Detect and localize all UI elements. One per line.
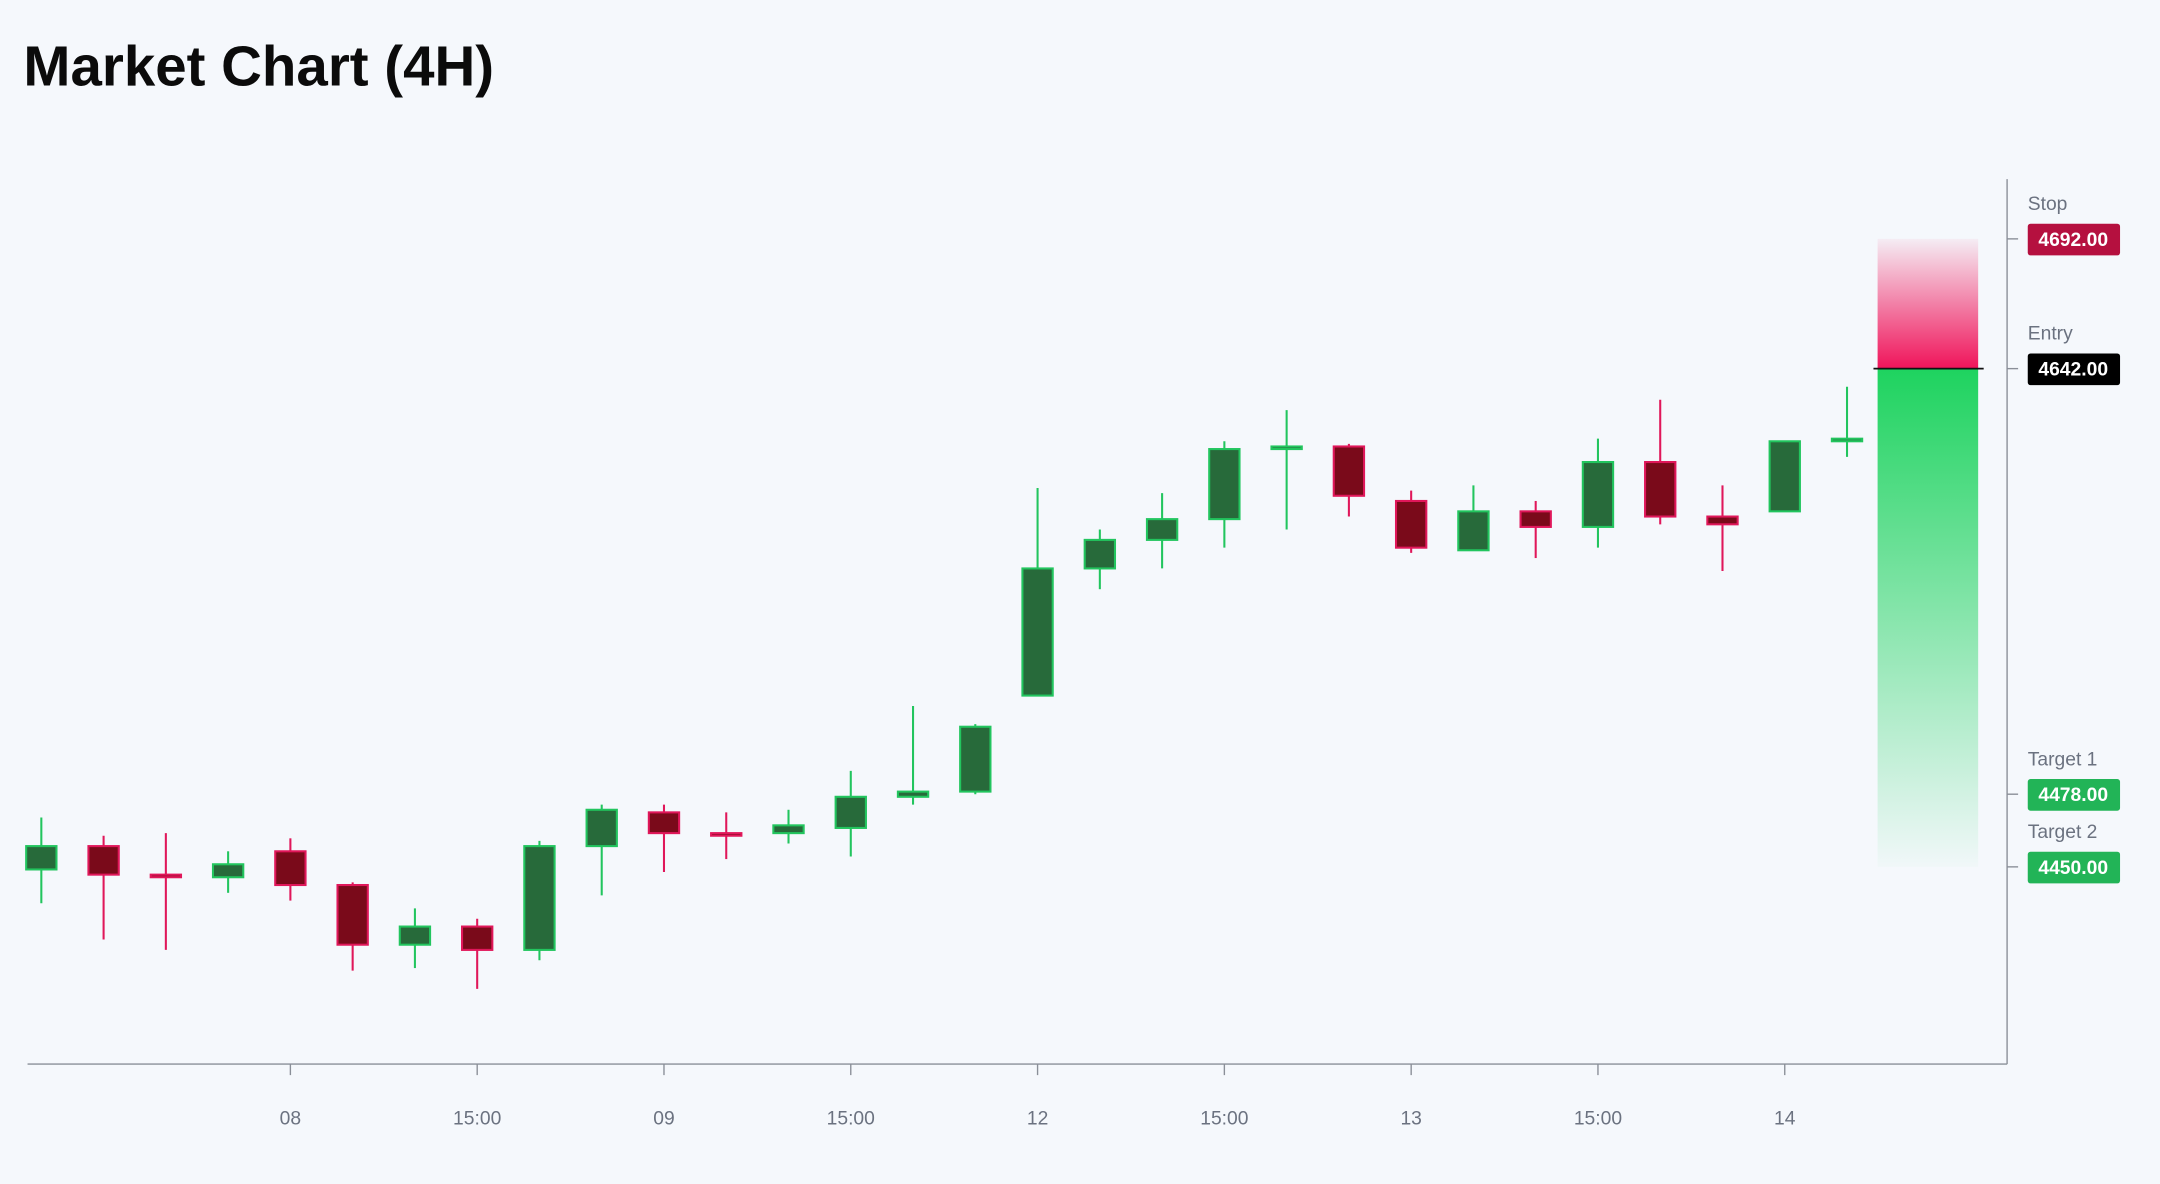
candle-body <box>1145 518 1179 541</box>
candle-body <box>1270 445 1303 451</box>
level-badge <box>2027 851 2121 884</box>
candle-body <box>647 811 681 835</box>
x-tick-label: 15:00 <box>1574 1109 1622 1130</box>
level-name: Target 2 <box>2028 822 2098 843</box>
candle-body <box>1457 510 1490 552</box>
candle-body <box>1644 461 1677 518</box>
level-value: 4450.00 <box>2038 858 2108 879</box>
candle-body <box>1830 437 1864 443</box>
candle-body <box>149 873 183 879</box>
level-value: 4642.00 <box>2038 360 2108 381</box>
candle-body <box>1208 448 1241 521</box>
candle-body <box>1394 499 1428 549</box>
level-value: 4692.00 <box>2038 230 2108 251</box>
x-tick-label: 12 <box>1027 1109 1048 1130</box>
candle-body <box>1519 510 1552 528</box>
candle-body <box>710 832 743 837</box>
candle-body <box>1021 567 1054 697</box>
candle-body <box>959 725 992 793</box>
candle-body <box>1581 461 1615 528</box>
x-tick-label: 15:00 <box>827 1109 875 1130</box>
x-tick-label: 15:00 <box>453 1109 501 1130</box>
candle-body <box>460 925 494 951</box>
candle-body <box>87 845 120 876</box>
candle-body <box>772 824 805 835</box>
x-tick-label: 14 <box>1774 1109 1796 1130</box>
candle-body <box>1332 445 1366 497</box>
target-zone <box>1877 368 1979 867</box>
candle-body <box>336 883 369 946</box>
candle-body <box>896 790 930 798</box>
candle-body <box>274 850 307 887</box>
x-tick-label: 09 <box>653 1109 674 1130</box>
x-tick-label: 15:00 <box>1200 1109 1248 1130</box>
candle-body <box>834 795 867 829</box>
candle-body <box>211 863 245 879</box>
level-badge <box>2027 353 2121 386</box>
candle-body <box>585 808 618 848</box>
level-badge <box>2027 223 2121 256</box>
level-value: 4478.00 <box>2038 785 2108 806</box>
level-name: Stop <box>2028 194 2068 215</box>
stop-zone <box>1877 238 1979 369</box>
level-badge <box>2027 779 2121 811</box>
candle-body <box>1768 440 1801 513</box>
candle-body <box>1083 538 1117 570</box>
candle-body <box>25 845 58 871</box>
level-name: Entry <box>2028 324 2073 345</box>
level-name: Target 1 <box>2028 749 2098 770</box>
chart-title: Market Chart (4H) <box>23 34 494 97</box>
x-tick-label: 13 <box>1400 1109 1421 1130</box>
candle-body <box>523 845 556 951</box>
x-tick-label: 08 <box>280 1109 301 1130</box>
candle-body <box>398 925 432 946</box>
candle-body <box>1706 515 1739 526</box>
